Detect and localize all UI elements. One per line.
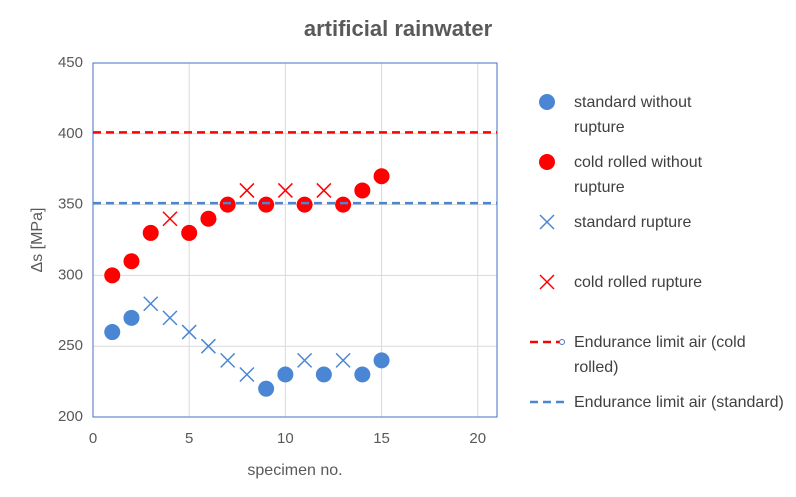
y-axis-title: Δs [MPa]: [29, 208, 46, 273]
legend-symbol: [539, 274, 555, 290]
x-tick-label: 15: [373, 430, 390, 447]
legend-label: Endurance limit air (cold rolled): [574, 334, 746, 376]
legend-item: Endurance limit air (cold rolled): [530, 330, 790, 380]
point: [373, 352, 390, 369]
legend-label: cold rolled rupture: [574, 274, 703, 291]
point: [315, 366, 332, 383]
point: [277, 366, 294, 383]
legend-symbol: [530, 400, 564, 404]
legend-marker: [539, 214, 555, 230]
legend-marker: [539, 274, 555, 290]
legend-symbol: [539, 214, 555, 230]
point: [296, 196, 313, 213]
y-tick-label: 250: [58, 337, 83, 354]
chart-title: artificial rainwater: [304, 16, 493, 41]
point: [162, 211, 178, 227]
point: [258, 380, 275, 397]
legend-marker: [539, 154, 555, 170]
cross: [162, 211, 178, 227]
point: [373, 168, 390, 185]
cross: [239, 182, 255, 198]
legend-marker: [559, 339, 565, 345]
y-tick-label: 300: [58, 266, 83, 283]
cross: [316, 182, 332, 198]
point: [220, 352, 236, 368]
cross: [277, 182, 293, 198]
point: [123, 253, 140, 270]
cross: [239, 366, 255, 383]
legend-symbol: [530, 339, 565, 345]
y-tick-label: 450: [58, 54, 83, 71]
point: [181, 324, 197, 340]
cross: [297, 352, 313, 368]
plot-border: [92, 62, 498, 418]
point: [123, 309, 140, 326]
point: [104, 324, 121, 341]
y-tick-label: 200: [58, 408, 83, 425]
x-tick-label: 10: [277, 430, 294, 447]
cross: [335, 352, 351, 368]
legend-label: standard rupture: [574, 214, 692, 231]
legend-label: standard without rupture: [574, 94, 692, 136]
legend-item: cold rolled without rupture: [530, 150, 790, 200]
cross: [200, 338, 216, 354]
point: [143, 296, 159, 312]
cross: [143, 296, 159, 312]
point: [335, 196, 352, 213]
point: [316, 182, 332, 198]
x-tick-label: 0: [89, 430, 97, 447]
x-tick-label: 20: [469, 430, 486, 447]
point: [200, 338, 216, 354]
point: [104, 267, 121, 284]
x-tick-label: 5: [185, 430, 193, 447]
point: [219, 196, 236, 213]
point: [181, 224, 198, 241]
point: [258, 196, 275, 213]
legend-item: standard without rupture: [530, 90, 790, 140]
legend-symbol: [539, 154, 555, 170]
y-tick-label: 400: [58, 125, 83, 142]
point: [277, 182, 293, 198]
legend-label: Endurance limit air (standard): [574, 394, 784, 411]
point: [335, 352, 351, 368]
legend-marker: [539, 94, 555, 110]
point: [162, 310, 178, 326]
cross: [220, 352, 236, 368]
point: [354, 182, 371, 199]
point: [239, 366, 255, 383]
legend-item: Endurance limit air (standard): [530, 390, 790, 415]
x-axis-title: specimen no.: [247, 462, 342, 479]
y-tick-label: 350: [58, 196, 83, 213]
legend-item: cold rolled rupture: [530, 270, 790, 295]
point: [200, 210, 217, 227]
point: [354, 366, 371, 383]
legend-item: standard rupture: [530, 210, 790, 235]
point: [297, 352, 313, 368]
point: [239, 182, 255, 198]
cross: [181, 324, 197, 340]
cross: [162, 310, 178, 326]
legend-label: cold rolled without rupture: [574, 154, 703, 196]
legend-symbol: [539, 94, 555, 110]
point: [142, 224, 159, 241]
